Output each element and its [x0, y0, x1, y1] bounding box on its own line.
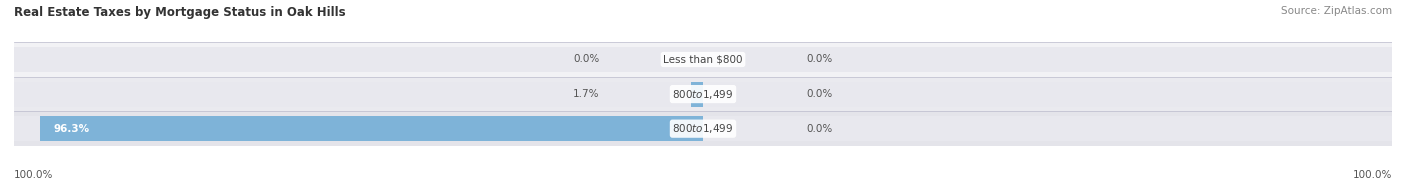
- Bar: [703, 47, 1392, 72]
- Text: 0.0%: 0.0%: [807, 54, 832, 64]
- Bar: [14, 82, 703, 107]
- Text: $800 to $1,499: $800 to $1,499: [672, 122, 734, 135]
- Text: 100.0%: 100.0%: [14, 170, 53, 180]
- Bar: [14, 111, 1392, 146]
- Bar: [692, 82, 703, 107]
- Bar: [39, 116, 703, 141]
- Legend: Without Mortgage, With Mortgage: Without Mortgage, With Mortgage: [586, 194, 820, 196]
- Text: 1.7%: 1.7%: [574, 89, 599, 99]
- Bar: [14, 116, 703, 141]
- Text: Less than $800: Less than $800: [664, 54, 742, 64]
- Bar: [14, 47, 703, 72]
- Text: 0.0%: 0.0%: [807, 89, 832, 99]
- Bar: [703, 82, 1392, 107]
- Text: 96.3%: 96.3%: [53, 124, 90, 134]
- Text: $800 to $1,499: $800 to $1,499: [672, 88, 734, 101]
- Text: 0.0%: 0.0%: [574, 54, 599, 64]
- Text: 0.0%: 0.0%: [807, 124, 832, 134]
- Text: 100.0%: 100.0%: [1353, 170, 1392, 180]
- Bar: [14, 77, 1392, 111]
- Bar: [703, 116, 1392, 141]
- Text: Real Estate Taxes by Mortgage Status in Oak Hills: Real Estate Taxes by Mortgage Status in …: [14, 6, 346, 19]
- Text: Source: ZipAtlas.com: Source: ZipAtlas.com: [1281, 6, 1392, 16]
- Bar: [14, 42, 1392, 77]
